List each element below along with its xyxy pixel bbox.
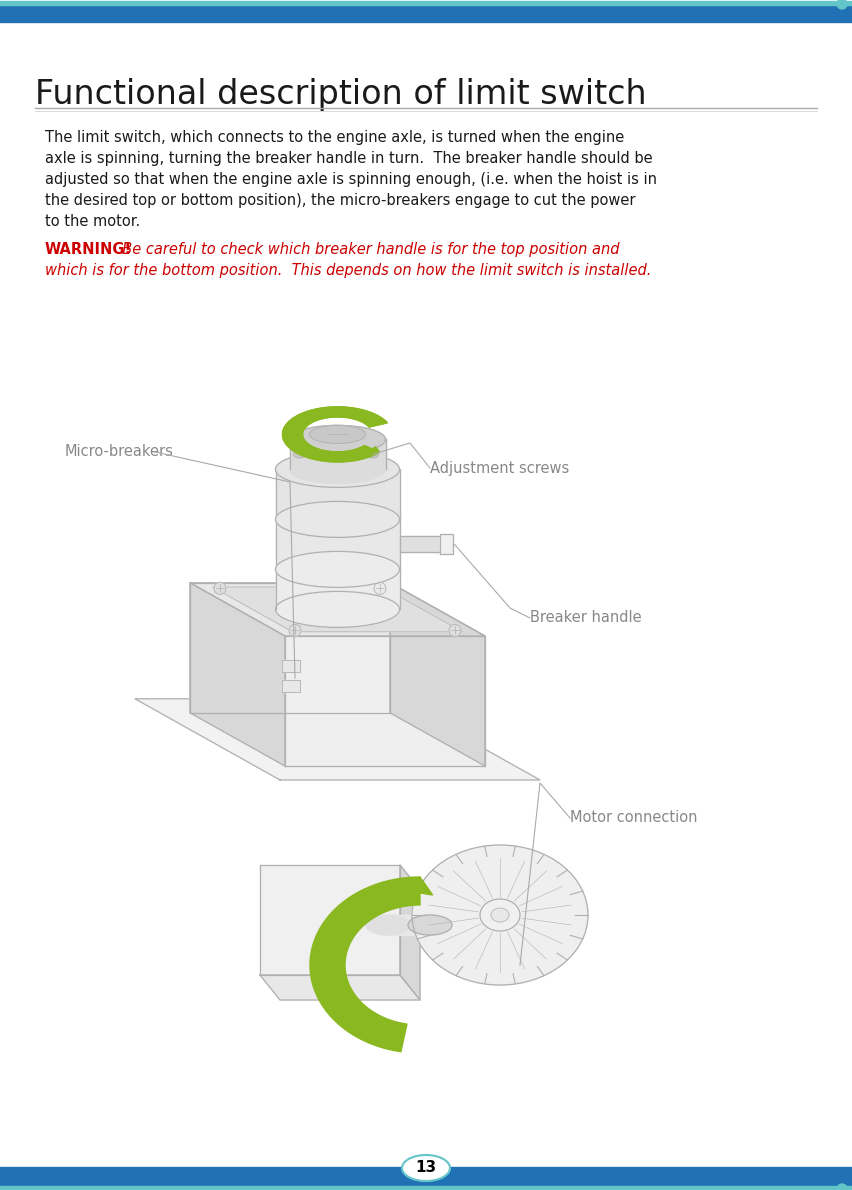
Ellipse shape [275, 501, 400, 538]
Polygon shape [390, 583, 485, 766]
Polygon shape [400, 865, 420, 1000]
Text: Breaker handle: Breaker handle [530, 610, 642, 626]
Text: The limit switch, which connects to the engine axle, is turned when the engine: The limit switch, which connects to the … [45, 130, 625, 145]
Polygon shape [283, 407, 388, 462]
Ellipse shape [408, 915, 452, 935]
Polygon shape [369, 447, 380, 452]
Polygon shape [440, 534, 452, 555]
Ellipse shape [412, 845, 588, 985]
Text: Adjustment screws: Adjustment screws [430, 461, 569, 476]
Text: Motor connection: Motor connection [570, 810, 698, 826]
Polygon shape [282, 660, 300, 672]
Polygon shape [275, 469, 400, 519]
Ellipse shape [275, 591, 400, 627]
Ellipse shape [290, 456, 385, 483]
Polygon shape [212, 587, 463, 632]
Text: Micro-breakers: Micro-breakers [65, 445, 174, 459]
Polygon shape [285, 635, 485, 766]
Polygon shape [190, 583, 485, 635]
Text: 13: 13 [416, 1160, 436, 1176]
Ellipse shape [275, 451, 400, 488]
Text: axle is spinning, turning the breaker handle in turn.  The breaker handle should: axle is spinning, turning the breaker ha… [45, 151, 653, 165]
Circle shape [374, 582, 386, 594]
Polygon shape [260, 865, 400, 975]
Text: Functional description of limit switch: Functional description of limit switch [35, 79, 647, 111]
Ellipse shape [366, 915, 410, 935]
Ellipse shape [480, 898, 520, 931]
Bar [0, 1, 852, 5]
Ellipse shape [366, 451, 378, 458]
Bar [0, 1167, 852, 1185]
Polygon shape [282, 681, 300, 693]
Polygon shape [283, 407, 388, 462]
Circle shape [837, 1184, 847, 1190]
Polygon shape [190, 583, 390, 713]
Polygon shape [388, 915, 430, 935]
Ellipse shape [402, 1155, 450, 1180]
Polygon shape [411, 877, 433, 895]
Ellipse shape [290, 425, 385, 453]
Polygon shape [190, 583, 285, 766]
Bar [0, 4, 852, 21]
Text: to the motor.: to the motor. [45, 214, 141, 228]
Ellipse shape [293, 451, 306, 458]
Text: which is for the bottom position.  This depends on how the limit switch is insta: which is for the bottom position. This d… [45, 263, 652, 278]
Text: the desired top or bottom position), the micro-breakers engage to cut the power: the desired top or bottom position), the… [45, 193, 636, 208]
Polygon shape [275, 519, 400, 569]
Ellipse shape [309, 425, 366, 444]
Polygon shape [400, 537, 445, 552]
Polygon shape [260, 975, 420, 1000]
Text: WARNING!: WARNING! [45, 242, 132, 257]
Polygon shape [290, 439, 385, 469]
Circle shape [289, 625, 301, 637]
Circle shape [837, 0, 847, 10]
Text: Be careful to check which breaker handle is for the top position and: Be careful to check which breaker handle… [113, 242, 619, 257]
Bar [0, 1186, 852, 1190]
Polygon shape [310, 877, 420, 1052]
Ellipse shape [275, 551, 400, 588]
Circle shape [214, 582, 226, 594]
Polygon shape [275, 569, 400, 609]
Ellipse shape [491, 908, 509, 922]
Polygon shape [135, 699, 540, 779]
Circle shape [449, 625, 461, 637]
Text: adjusted so that when the engine axle is spinning enough, (i.e. when the hoist i: adjusted so that when the engine axle is… [45, 173, 657, 187]
